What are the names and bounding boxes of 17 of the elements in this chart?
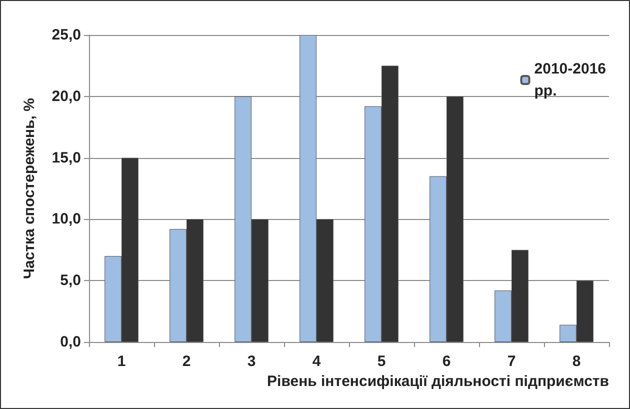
y-tick-label: 15,0 — [52, 149, 81, 166]
y-tick-label: 20,0 — [52, 88, 81, 105]
x-tick-label: 7 — [507, 353, 516, 370]
x-tick-label: 3 — [247, 353, 256, 370]
x-tick-label: 4 — [312, 353, 322, 370]
y-tick-label: 5,0 — [60, 272, 81, 290]
y-tick-label: 25,0 — [52, 26, 81, 44]
x-tick-label: 8 — [572, 353, 581, 370]
legend-label: 2010-2016 рр. — [534, 60, 606, 100]
x-tick-label: 1 — [117, 353, 126, 370]
x-axis-title: Рівень інтенсифікації діяльності підприємств — [267, 373, 609, 390]
x-tick-label: 6 — [442, 353, 451, 370]
y-axis-title: Частка спостережень, % — [21, 98, 38, 280]
y-tick-label: 0,0 — [60, 334, 81, 350]
x-tick-label: 5 — [377, 353, 386, 370]
y-tick-label: 10,0 — [52, 210, 81, 228]
x-tick-label: 2 — [182, 353, 191, 370]
